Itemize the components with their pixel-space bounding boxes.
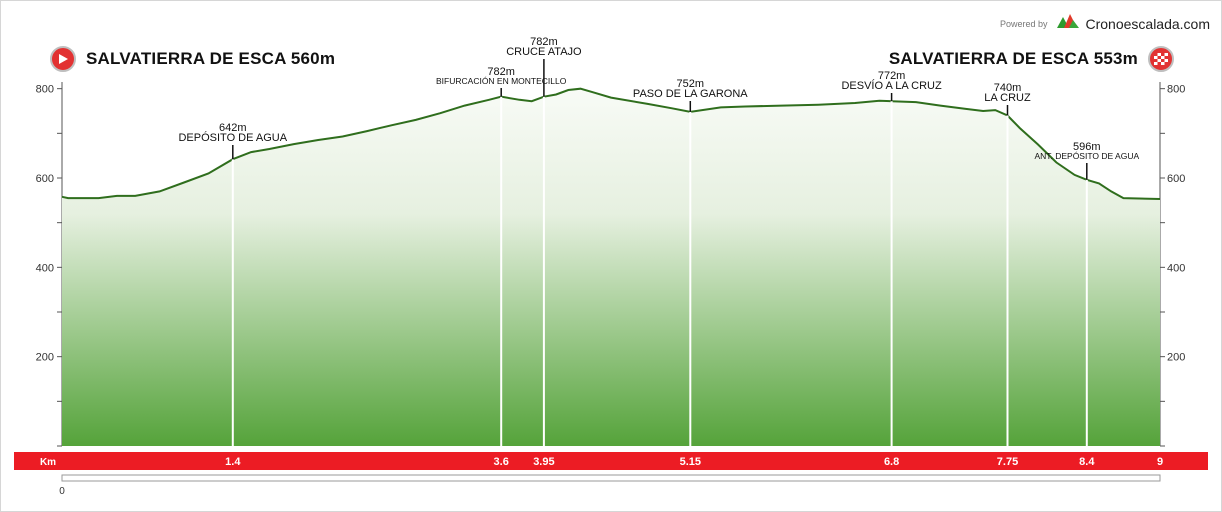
waypoint-name: ANT. DEPÓSITO DE AGUA (1034, 151, 1139, 161)
km-bar (14, 452, 1208, 470)
elevation-line (61, 87, 1161, 200)
start-label: SALVATIERRA DE ESCA 560m (86, 49, 336, 68)
finish-point: SALVATIERRA DE ESCA 553m (889, 46, 1174, 72)
waypoint-elevation: 782m (530, 36, 558, 48)
y-tick-label: 800 (1167, 84, 1185, 96)
x-tick-label: 1.4 (225, 456, 241, 468)
x-tick-label: 6.8 (884, 456, 899, 468)
x-tick-label: 0 (59, 486, 65, 497)
y-axis-right: 200 400 600 800 (1159, 82, 1185, 447)
waypoint-elevation: 772m (878, 70, 906, 82)
waypoint-elevation: 740m (994, 82, 1022, 94)
checkered-flag-icon (1148, 46, 1174, 72)
y-tick-label: 800 (36, 84, 54, 96)
x-tick-label: 9 (1157, 456, 1163, 468)
x-tick-label: 7.75 (997, 456, 1018, 468)
mountain-logo-icon (1057, 14, 1080, 33)
x-tick-labels: 0 1.4 3.6 3.95 5.15 6.8 7.75 8.4 9 (59, 456, 1163, 497)
y-tick-label: 200 (1167, 352, 1185, 364)
elevation-area (62, 88, 1160, 446)
y-tick-label: 400 (1167, 262, 1185, 274)
y-tick-label: 400 (36, 262, 54, 274)
waypoint-elevation: 752m (677, 78, 705, 90)
x-tick-label: 5.15 (680, 456, 701, 468)
brand-block[interactable]: Powered by Cronoescalada.com (1000, 14, 1210, 33)
waypoint-elevation: 642m (219, 122, 247, 134)
waypoint-name: CRUCE ATAJO (506, 46, 582, 58)
km-axis-label: Km (40, 457, 56, 468)
x-tick-label: 8.4 (1079, 456, 1095, 468)
waypoint-name: DEPÓSITO DE AGUA (178, 131, 287, 144)
waypoint-name: PASO DE LA GARONA (633, 88, 748, 100)
finish-label: SALVATIERRA DE ESCA 553m (888, 49, 1138, 68)
y-axis-left: 200 400 600 800 (36, 82, 63, 447)
start-point: SALVATIERRA DE ESCA 560m (50, 46, 335, 72)
x-tick-label: 3.6 (494, 456, 509, 468)
y-tick-label: 600 (1167, 173, 1185, 185)
zoom-scrollbar[interactable] (61, 474, 1161, 482)
powered-by-text: Powered by (999, 18, 1048, 29)
y-tick-label: 600 (36, 173, 54, 185)
waypoint-name: BIFURCACIÓN EN MONTECILLO (436, 76, 567, 86)
play-icon (50, 46, 76, 72)
waypoint-name: DESVÍO A LA CRUZ (841, 79, 942, 92)
x-tick-label: 3.95 (533, 456, 554, 468)
waypoint-elevation: 782m (487, 66, 515, 78)
waypoint-name: LA CRUZ (984, 92, 1031, 104)
brand-name[interactable]: Cronoescalada.com (1085, 15, 1210, 32)
y-tick-label: 200 (36, 352, 54, 364)
waypoint-elevation: 596m (1073, 141, 1101, 153)
